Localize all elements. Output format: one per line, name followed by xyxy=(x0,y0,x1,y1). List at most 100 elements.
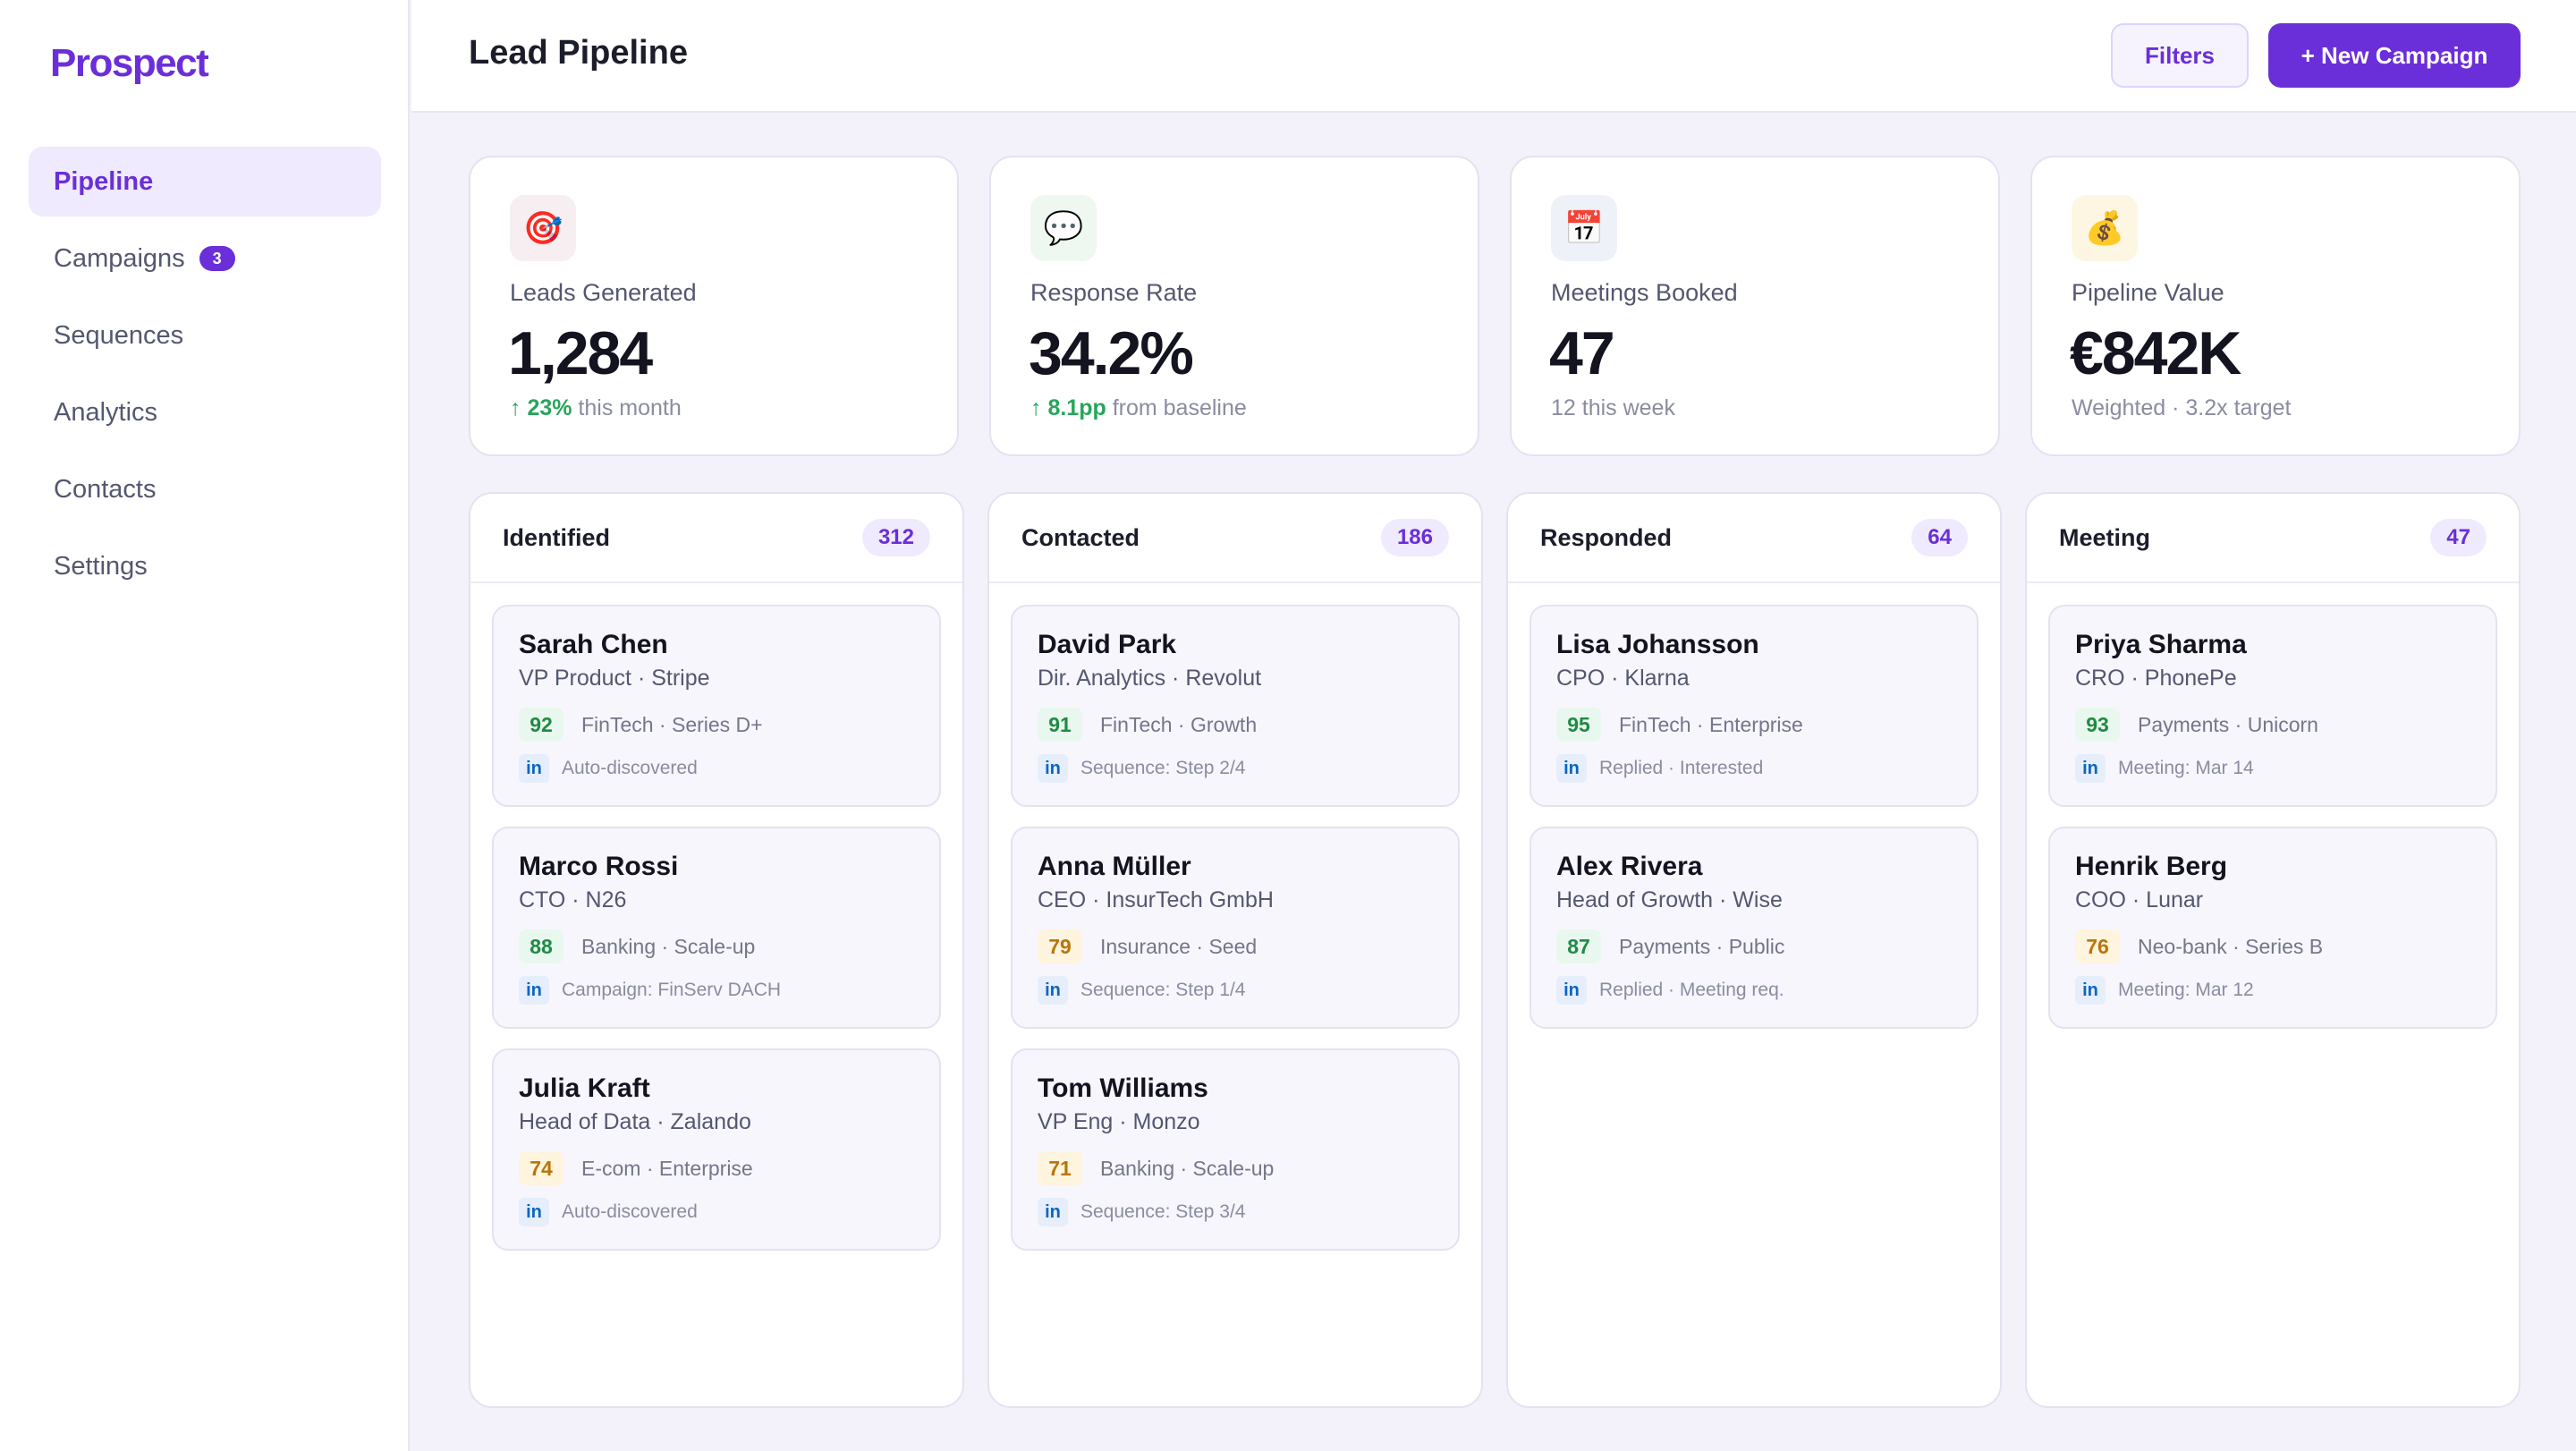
linkedin-icon[interactable]: in xyxy=(519,976,549,1005)
column-body: Lisa Johansson CPO · Klarna 95 FinTech ·… xyxy=(1508,583,2000,1070)
linkedin-icon[interactable]: in xyxy=(2075,976,2106,1005)
stats-row: 🎯 Leads Generated 1,284 ↑ 23% this month… xyxy=(469,156,2521,456)
lead-score-badge: 93 xyxy=(2075,708,2120,742)
page-title: Lead Pipeline xyxy=(469,34,688,72)
column-body: Priya Sharma CRO · PhonePe 93 Payments ·… xyxy=(2027,583,2519,1070)
lead-footer: in Meeting: Mar 14 xyxy=(2075,754,2470,783)
lead-role: CTO · N26 xyxy=(519,887,627,912)
lead-meta: 92 FinTech · Series D+ xyxy=(519,708,914,742)
lead-card[interactable]: Sarah Chen VP Product · Stripe 92 FinTec… xyxy=(492,605,941,807)
lead-source: Replied · Interested xyxy=(1599,758,1764,778)
sidebar-item-sequences[interactable]: Sequences xyxy=(29,301,381,370)
lead-meta: 93 Payments · Unicorn xyxy=(2075,708,2470,742)
sidebar-item-analytics[interactable]: Analytics xyxy=(29,378,381,447)
lead-footer: in Campaign: FinServ DACH xyxy=(519,976,914,1005)
stat-value: 34.2% xyxy=(1029,319,1194,387)
stat-card-response-rate: 💬 Response Rate 34.2% ↑ 8.1pp from basel… xyxy=(989,156,1479,456)
linkedin-icon[interactable]: in xyxy=(1038,976,1068,1005)
lead-meta: 91 FinTech · Growth xyxy=(1038,708,1433,742)
lead-card[interactable]: Anna Müller CEO · InsurTech GmbH 79 Insu… xyxy=(1011,827,1460,1029)
sidebar-item-label: Pipeline xyxy=(54,166,154,196)
sidebar-item-contacts[interactable]: Contacts xyxy=(29,454,381,524)
lead-name: Julia Kraft xyxy=(519,1073,650,1103)
lead-card[interactable]: Tom Williams VP Eng · Monzo 71 Banking ·… xyxy=(1011,1048,1460,1251)
lead-role: CPO · Klarna xyxy=(1556,666,1690,691)
lead-card[interactable]: David Park Dir. Analytics · Revolut 91 F… xyxy=(1011,605,1460,807)
linkedin-icon[interactable]: in xyxy=(1556,976,1587,1005)
stat-label: Response Rate xyxy=(1030,279,1198,306)
filters-button[interactable]: Filters xyxy=(2111,23,2249,88)
lead-meta: 88 Banking · Scale-up xyxy=(519,929,914,963)
lead-role: CEO · InsurTech GmbH xyxy=(1038,887,1274,912)
column-title: Identified xyxy=(503,523,610,551)
sidebar-item-campaigns[interactable]: Campaigns 3 xyxy=(29,224,381,293)
lead-meta: 95 FinTech · Enterprise xyxy=(1556,708,1952,742)
lead-name: Henrik Berg xyxy=(2075,852,2228,881)
linkedin-icon[interactable]: in xyxy=(519,754,549,783)
lead-meta: 74 E-com · Enterprise xyxy=(519,1151,914,1185)
money-bag-icon: 💰 xyxy=(2072,195,2138,261)
column-header: Responded 64 xyxy=(1508,494,2000,583)
linkedin-icon[interactable]: in xyxy=(1038,754,1068,783)
lead-name: Anna Müller xyxy=(1038,852,1191,881)
sidebar-item-pipeline[interactable]: Pipeline xyxy=(29,147,381,216)
stat-delta: ↑ 23% xyxy=(510,395,572,420)
lead-source: Meeting: Mar 12 xyxy=(2118,980,2254,1000)
app-logo: Prospect xyxy=(50,41,209,85)
column-meeting: Meeting 47 Priya Sharma CRO · PhonePe 93… xyxy=(2025,492,2521,1408)
sidebar: Prospect Pipeline Campaigns 3 Sequences … xyxy=(0,0,410,1451)
lead-name: Alex Rivera xyxy=(1556,852,1703,881)
lead-source: Sequence: Step 2/4 xyxy=(1080,758,1246,778)
stat-subtext: ↑ 23% this month xyxy=(510,395,682,421)
lead-footer: in Auto-discovered xyxy=(519,1198,914,1226)
lead-card[interactable]: Lisa Johansson CPO · Klarna 95 FinTech ·… xyxy=(1530,605,1979,807)
lead-source: Auto-discovered xyxy=(562,1201,698,1222)
column-count-badge: 186 xyxy=(1380,519,1449,556)
lead-card[interactable]: Marco Rossi CTO · N26 88 Banking · Scale… xyxy=(492,827,941,1029)
lead-role: VP Eng · Monzo xyxy=(1038,1109,1200,1134)
lead-meta: 71 Banking · Scale-up xyxy=(1038,1151,1433,1185)
column-title: Contacted xyxy=(1021,523,1140,551)
sidebar-item-label: Campaigns xyxy=(54,243,185,273)
linkedin-icon[interactable]: in xyxy=(519,1198,549,1226)
lead-card[interactable]: Julia Kraft Head of Data · Zalando 74 E-… xyxy=(492,1048,941,1251)
lead-tags: FinTech · Enterprise xyxy=(1619,712,1803,736)
column-count-badge: 312 xyxy=(861,519,930,556)
lead-tags: E-com · Enterprise xyxy=(581,1156,753,1180)
stat-delta-caption: from baseline xyxy=(1106,395,1247,420)
lead-footer: in Meeting: Mar 12 xyxy=(2075,976,2470,1005)
new-campaign-button[interactable]: + New Campaign xyxy=(2268,23,2521,88)
lead-score-badge: 74 xyxy=(519,1151,564,1185)
lead-meta: 79 Insurance · Seed xyxy=(1038,929,1433,963)
top-header: Lead Pipeline Filters + New Campaign xyxy=(411,0,2576,113)
lead-card[interactable]: Alex Rivera Head of Growth · Wise 87 Pay… xyxy=(1530,827,1979,1029)
sidebar-item-settings[interactable]: Settings xyxy=(29,531,381,601)
sidebar-item-label: Settings xyxy=(54,551,148,581)
lead-role: CRO · PhonePe xyxy=(2075,666,2237,691)
stat-card-meetings-booked: 📅 Meetings Booked 47 12 this week xyxy=(1510,156,2000,456)
stat-subtext: ↑ 8.1pp from baseline xyxy=(1030,395,1247,421)
stat-card-leads-generated: 🎯 Leads Generated 1,284 ↑ 23% this month xyxy=(469,156,959,456)
lead-score-badge: 79 xyxy=(1038,929,1082,963)
sidebar-item-label: Sequences xyxy=(54,320,184,350)
column-responded: Responded 64 Lisa Johansson CPO · Klarna… xyxy=(1506,492,2002,1408)
stat-delta-caption: this month xyxy=(572,395,682,420)
lead-score-badge: 92 xyxy=(519,708,564,742)
lead-name: Priya Sharma xyxy=(2075,630,2247,659)
stat-label: Meetings Booked xyxy=(1551,279,1738,306)
lead-source: Replied · Meeting req. xyxy=(1599,980,1784,1000)
lead-source: Auto-discovered xyxy=(562,758,698,778)
column-header: Meeting 47 xyxy=(2027,494,2519,583)
linkedin-icon[interactable]: in xyxy=(1556,754,1587,783)
linkedin-icon[interactable]: in xyxy=(2075,754,2106,783)
column-body: Sarah Chen VP Product · Stripe 92 FinTec… xyxy=(470,583,962,1292)
column-title: Responded xyxy=(1540,523,1673,551)
column-count-badge: 47 xyxy=(2430,519,2487,556)
linkedin-icon[interactable]: in xyxy=(1038,1198,1068,1226)
lead-role: VP Product · Stripe xyxy=(519,666,710,691)
lead-tags: Insurance · Seed xyxy=(1100,934,1258,958)
lead-card[interactable]: Henrik Berg COO · Lunar 76 Neo-bank · Se… xyxy=(2048,827,2497,1029)
sidebar-item-label: Contacts xyxy=(54,474,157,504)
lead-card[interactable]: Priya Sharma CRO · PhonePe 93 Payments ·… xyxy=(2048,605,2497,807)
target-icon: 🎯 xyxy=(510,195,576,261)
